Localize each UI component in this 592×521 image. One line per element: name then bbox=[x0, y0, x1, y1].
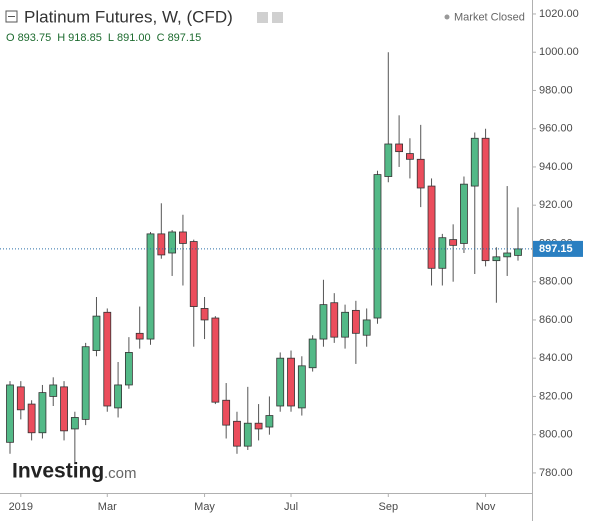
candle-body bbox=[16, 386, 25, 411]
y-tick-label: 840.00 bbox=[539, 352, 573, 364]
candle-body bbox=[351, 309, 360, 334]
y-tick-label: 820.00 bbox=[539, 390, 573, 402]
candle-body bbox=[135, 332, 144, 340]
candle-body bbox=[211, 317, 220, 403]
candle-body bbox=[6, 384, 14, 443]
y-tick-label: 860.00 bbox=[539, 314, 573, 326]
last-price-tag bbox=[533, 240, 583, 257]
candle-body bbox=[243, 422, 252, 447]
candle-body bbox=[265, 415, 274, 428]
candle-body bbox=[287, 357, 295, 407]
ohlc-value: 897.15 bbox=[168, 32, 202, 44]
eye-icon[interactable] bbox=[257, 12, 268, 23]
candle-body bbox=[92, 315, 101, 351]
y-tick-label: 980.00 bbox=[539, 84, 573, 96]
candle-body bbox=[49, 384, 58, 397]
candle-body bbox=[406, 153, 414, 160]
candle-body bbox=[514, 248, 522, 256]
y-tick-label: 940.00 bbox=[539, 161, 573, 173]
candle-body bbox=[179, 231, 187, 244]
x-tick-label: 2019 bbox=[9, 501, 33, 513]
candle-body bbox=[438, 237, 447, 269]
ohlc-label: L bbox=[108, 32, 114, 44]
y-tick-label: 1020.00 bbox=[539, 8, 579, 20]
candle-body bbox=[114, 384, 122, 409]
brand-name: Investing bbox=[12, 460, 104, 483]
candle-body bbox=[449, 239, 458, 246]
ohlc-value: 893.75 bbox=[18, 32, 52, 44]
candle-body bbox=[341, 311, 349, 338]
candle-body bbox=[492, 256, 501, 262]
last-price-label: 897.15 bbox=[539, 243, 573, 255]
candle-body bbox=[373, 174, 382, 319]
status-dot bbox=[444, 14, 450, 20]
candle-body bbox=[470, 137, 479, 187]
y-tick-label: 1000.00 bbox=[539, 46, 579, 58]
ohlc-value: 891.00 bbox=[117, 32, 151, 44]
candle-body bbox=[157, 233, 166, 256]
candle-body bbox=[362, 319, 371, 336]
candle-body bbox=[427, 185, 436, 269]
candle-body bbox=[200, 308, 209, 321]
ohlc-legend: O 893.75 H 918.85 L 891.00 C 897.15 bbox=[6, 32, 201, 44]
candle-body bbox=[81, 346, 90, 420]
x-tick-label: May bbox=[194, 501, 215, 513]
candle-body bbox=[384, 143, 393, 177]
x-tick-label: Jul bbox=[284, 501, 298, 513]
ohlc-label: H bbox=[57, 32, 65, 44]
candle-body bbox=[60, 386, 68, 432]
candle-body bbox=[70, 417, 79, 430]
settings-icon[interactable] bbox=[272, 12, 283, 23]
y-tick-label: 960.00 bbox=[539, 123, 573, 135]
x-tick-label: Mar bbox=[98, 501, 117, 513]
candle-body bbox=[460, 183, 468, 244]
y-tick-label: 800.00 bbox=[539, 429, 573, 441]
candle-body bbox=[146, 233, 155, 340]
candle-body bbox=[503, 252, 512, 258]
y-tick-label: 880.00 bbox=[539, 276, 573, 288]
candle-body bbox=[168, 231, 177, 254]
candle-body bbox=[38, 392, 47, 434]
candle-body bbox=[276, 357, 285, 407]
candle-body bbox=[416, 158, 425, 189]
ohlc-label: C bbox=[157, 32, 165, 44]
candle-body bbox=[222, 399, 231, 426]
ohlc-value: 918.85 bbox=[68, 32, 102, 44]
candle-body bbox=[27, 403, 36, 434]
ohlc-label: O bbox=[6, 32, 15, 44]
candle-body bbox=[395, 143, 404, 153]
candle-body bbox=[297, 365, 306, 409]
candle-body bbox=[254, 422, 263, 430]
candle-body bbox=[124, 352, 133, 386]
market-status: Market Closed bbox=[454, 11, 525, 23]
candle-body bbox=[308, 338, 317, 369]
x-tick-label: Nov bbox=[476, 501, 496, 513]
candle-body bbox=[189, 241, 198, 307]
collapse-icon[interactable] bbox=[5, 10, 18, 23]
x-tick-label: Sep bbox=[379, 501, 399, 513]
y-tick-label: 780.00 bbox=[539, 467, 573, 479]
candle-body bbox=[233, 420, 241, 447]
candle-body bbox=[330, 302, 339, 338]
candle-body bbox=[319, 304, 328, 340]
y-tick-label: 920.00 bbox=[539, 199, 573, 211]
brand-suffix: .com bbox=[104, 465, 137, 482]
candle-body bbox=[103, 311, 112, 407]
candle-body bbox=[481, 137, 490, 262]
chart-title: Platinum Futures, W, (CFD) bbox=[24, 7, 233, 26]
